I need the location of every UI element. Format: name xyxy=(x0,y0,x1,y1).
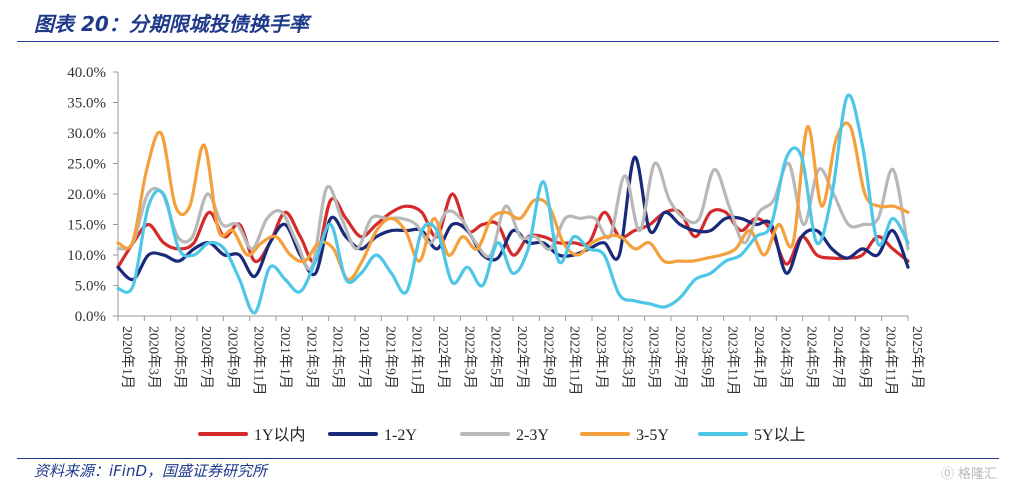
watermark-icon: ⓪ xyxy=(940,467,954,482)
y-tick-label: 35.0% xyxy=(67,96,106,112)
y-tick-label: 20.0% xyxy=(67,187,106,203)
legend-label: 1Y以内 xyxy=(254,426,306,444)
figure-title: 图表 20：分期限城投债换手率 xyxy=(34,12,309,36)
watermark-logo: ⓪ 格隆汇 xyxy=(941,463,997,482)
x-tick-label: 2022年5月 xyxy=(488,326,504,389)
y-axis: 0.0% 5.0% 10.0% 15.0% 20.0% 25.0% 30.0% 35.0% 40… xyxy=(67,65,119,325)
legend-label: 2-3Y xyxy=(516,427,549,444)
x-tick-label: 2020年11月 xyxy=(251,326,267,395)
x-tick-label: 2021年1月 xyxy=(277,326,293,389)
x-tick-label: 2021年9月 xyxy=(382,326,398,389)
x-tick-label: 2024年7月 xyxy=(830,326,846,389)
y-tick-label: 30.0% xyxy=(67,126,106,142)
x-tick-label: 2021年5月 xyxy=(330,326,346,389)
x-tick-label: 2023年7月 xyxy=(672,326,688,389)
series-line-4 xyxy=(116,93,910,315)
watermark-text: 格隆汇 xyxy=(957,467,997,482)
x-tick-label: 2022年7月 xyxy=(514,326,530,389)
x-tick-label: 2023年1月 xyxy=(593,326,609,389)
source-note: 资料来源：iFinD，国盛证券研究所 xyxy=(34,462,268,480)
source-rule xyxy=(17,458,999,459)
y-tick-label: 40.0% xyxy=(67,65,106,81)
x-tick-label: 2022年11月 xyxy=(567,326,583,395)
title-rule xyxy=(17,41,999,42)
x-tick-label: 2023年5月 xyxy=(646,326,662,389)
x-tick-label: 2021年11月 xyxy=(409,326,425,395)
legend: 1Y以内 1-2Y 2-3Y 3-5Y 5Y以上 xyxy=(198,426,806,444)
x-tick-label: 2024年5月 xyxy=(804,326,820,389)
x-tick-label: 2020年3月 xyxy=(145,326,161,389)
x-tick-label: 2021年3月 xyxy=(303,326,319,389)
y-tick-label: 10.0% xyxy=(67,248,106,264)
x-axis: 2020年1月 2020年3月 2020年5月 2020年7月 2020年9月 2020年… xyxy=(117,315,925,395)
legend-label: 1-2Y xyxy=(384,427,417,444)
legend-label: 3-5Y xyxy=(636,427,669,444)
x-tick-label: 2021年7月 xyxy=(356,326,372,389)
x-tick-label: 2024年3月 xyxy=(777,326,793,389)
legend-label: 5Y以上 xyxy=(754,426,806,444)
x-tick-label: 2020年5月 xyxy=(172,326,188,389)
y-tick-label: 5.0% xyxy=(75,279,106,295)
x-tick-label: 2025年1月 xyxy=(909,326,925,389)
x-tick-label: 2020年7月 xyxy=(198,326,214,389)
x-tick-label: 2023年3月 xyxy=(619,326,635,389)
x-tick-label: 2023年9月 xyxy=(698,326,714,389)
series-line-3 xyxy=(116,121,910,282)
x-tick-label: 2023年11月 xyxy=(725,326,741,395)
x-tick-label: 2020年9月 xyxy=(224,326,240,389)
series-lines xyxy=(116,93,910,315)
y-tick-label: 15.0% xyxy=(67,218,106,234)
x-tick-label: 2022年1月 xyxy=(435,326,451,389)
x-tick-label: 2024年1月 xyxy=(751,326,767,389)
x-tick-label: 2022年3月 xyxy=(461,326,477,389)
x-tick-label: 2024年9月 xyxy=(856,326,872,389)
x-tick-label: 2020年1月 xyxy=(119,326,135,389)
x-tick-label: 2022年9月 xyxy=(540,326,556,389)
y-tick-label: 0.0% xyxy=(75,309,106,325)
y-tick-label: 25.0% xyxy=(67,157,106,173)
x-tick-label: 2024年11月 xyxy=(883,326,899,395)
